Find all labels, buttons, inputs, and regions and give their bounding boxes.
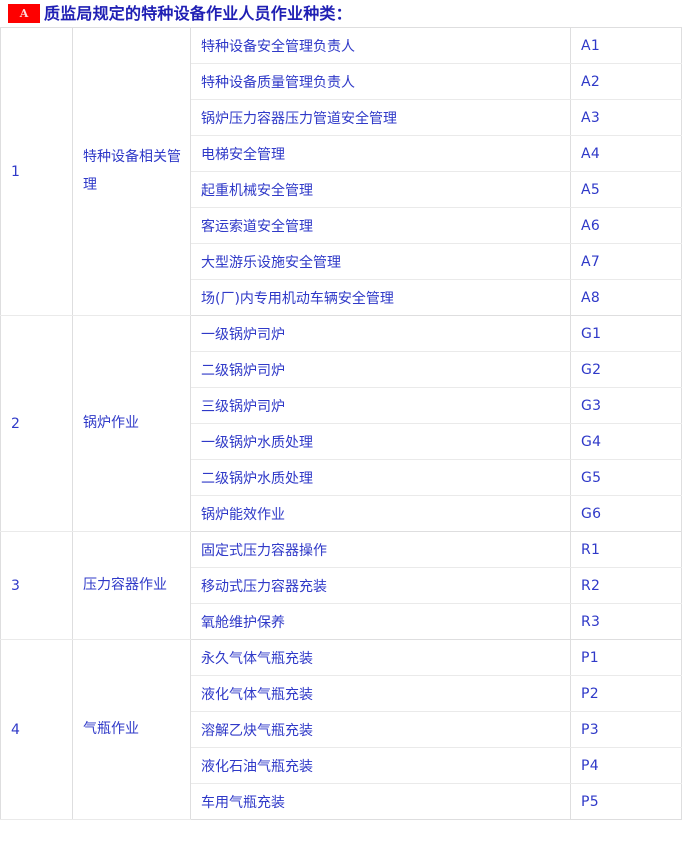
- job-name-cell: 特种设备安全管理负责人: [190, 27, 571, 64]
- job-name-cell: 大型游乐设施安全管理: [190, 243, 571, 280]
- job-name-cell: 移动式压力容器充装: [190, 567, 571, 604]
- table-row: 二级锅炉水质处理 G5: [1, 459, 682, 496]
- occupation-kinds-table-wrap: 1 特种设备相关管理 特种设备安全管理负责人 A1 特种设备质量管理负责人 A2 锅炉压力容…: [0, 27, 682, 820]
- job-code-cell: G1: [570, 315, 682, 352]
- section-marker-badge: A: [8, 4, 40, 23]
- job-code-cell: P5: [570, 783, 682, 820]
- job-code-cell: R2: [570, 567, 682, 604]
- job-code-cell: A4: [570, 135, 682, 172]
- table-row: 液化气体气瓶充装 P2: [1, 675, 682, 712]
- table-row: 一级锅炉水质处理 G4: [1, 423, 682, 460]
- job-name-cell: 液化石油气瓶充装: [190, 747, 571, 784]
- job-name-cell: 特种设备质量管理负责人: [190, 63, 571, 100]
- job-name-cell: 客运索道安全管理: [190, 207, 571, 244]
- job-name-cell: 锅炉压力容器压力管道安全管理: [190, 99, 571, 136]
- group-index-cell: 4: [0, 639, 73, 820]
- table-row: 溶解乙炔气瓶充装 P3: [1, 711, 682, 748]
- job-code-cell: R3: [570, 603, 682, 640]
- table-body: 1 特种设备相关管理 特种设备安全管理负责人 A1 特种设备质量管理负责人 A2 锅炉压力容…: [0, 27, 682, 820]
- group-index-cell: 3: [0, 531, 73, 640]
- job-name-cell: 溶解乙炔气瓶充装: [190, 711, 571, 748]
- group-index-cell: 1: [0, 27, 73, 316]
- table-row: 氧舱维护保养 R3: [1, 603, 682, 640]
- job-code-cell: G6: [570, 495, 682, 532]
- job-code-cell: G5: [570, 459, 682, 496]
- group-name-cell: 压力容器作业: [72, 531, 191, 640]
- job-code-cell: A3: [570, 99, 682, 136]
- job-name-cell: 起重机械安全管理: [190, 171, 571, 208]
- page-header: A 质监局规定的特种设备作业人员作业种类：: [0, 0, 689, 27]
- table-row: 4 气瓶作业 永久气体气瓶充装 P1: [0, 639, 682, 820]
- job-code-cell: P1: [570, 639, 682, 676]
- job-code-cell: G2: [570, 351, 682, 388]
- job-code-cell: A7: [570, 243, 682, 280]
- group-name-cell: 特种设备相关管理: [72, 27, 191, 316]
- job-name-cell: 固定式压力容器操作: [190, 531, 571, 568]
- job-name-cell: 场(厂)内专用机动车辆安全管理: [190, 279, 571, 316]
- job-code-cell: P4: [570, 747, 682, 784]
- job-code-cell: A6: [570, 207, 682, 244]
- job-name-cell: 车用气瓶充装: [190, 783, 571, 820]
- table-row: 二级锅炉司炉 G2: [1, 351, 682, 388]
- group-index-cell: 2: [0, 315, 73, 532]
- job-name-cell: 二级锅炉司炉: [190, 351, 571, 388]
- job-code-cell: G4: [570, 423, 682, 460]
- table-row: 大型游乐设施安全管理 A7: [1, 243, 682, 280]
- table-row: 移动式压力容器充装 R2: [1, 567, 682, 604]
- table-row: 车用气瓶充装 P5: [1, 783, 682, 820]
- table-row: 起重机械安全管理 A5: [1, 171, 682, 208]
- job-name-cell: 一级锅炉司炉: [190, 315, 571, 352]
- job-name-cell: 氧舱维护保养: [190, 603, 571, 640]
- job-code-cell: A8: [570, 279, 682, 316]
- job-name-cell: 一级锅炉水质处理: [190, 423, 571, 460]
- job-code-cell: P2: [570, 675, 682, 712]
- table-row: 锅炉压力容器压力管道安全管理 A3: [1, 99, 682, 136]
- table-row: 三级锅炉司炉 G3: [1, 387, 682, 424]
- table-row: 液化石油气瓶充装 P4: [1, 747, 682, 784]
- job-code-cell: A1: [570, 27, 682, 64]
- group-name-cell: 锅炉作业: [72, 315, 191, 532]
- job-name-cell: 液化气体气瓶充装: [190, 675, 571, 712]
- table-row: 客运索道安全管理 A6: [1, 207, 682, 244]
- job-code-cell: A5: [570, 171, 682, 208]
- job-name-cell: 三级锅炉司炉: [190, 387, 571, 424]
- job-name-cell: 电梯安全管理: [190, 135, 571, 172]
- table-row: 特种设备质量管理负责人 A2: [1, 63, 682, 100]
- occupation-kinds-table: 1 特种设备相关管理 特种设备安全管理负责人 A1 特种设备质量管理负责人 A2 锅炉压力容…: [0, 27, 682, 820]
- job-code-cell: R1: [570, 531, 682, 568]
- table-row: 2 锅炉作业 一级锅炉司炉 G1: [0, 315, 682, 532]
- table-row: 1 特种设备相关管理 特种设备安全管理负责人 A1: [0, 27, 682, 316]
- table-row: 电梯安全管理 A4: [1, 135, 682, 172]
- table-row: 3 压力容器作业 固定式压力容器操作 R1: [0, 531, 682, 640]
- table-row: 场(厂)内专用机动车辆安全管理 A8: [1, 279, 682, 316]
- job-code-cell: P3: [570, 711, 682, 748]
- job-code-cell: G3: [570, 387, 682, 424]
- job-name-cell: 永久气体气瓶充装: [190, 639, 571, 676]
- job-code-cell: A2: [570, 63, 682, 100]
- group-name-cell: 气瓶作业: [72, 639, 191, 820]
- job-name-cell: 锅炉能效作业: [190, 495, 571, 532]
- page-title: 质监局规定的特种设备作业人员作业种类：: [44, 4, 352, 23]
- job-name-cell: 二级锅炉水质处理: [190, 459, 571, 496]
- table-row: 锅炉能效作业 G6: [1, 495, 682, 532]
